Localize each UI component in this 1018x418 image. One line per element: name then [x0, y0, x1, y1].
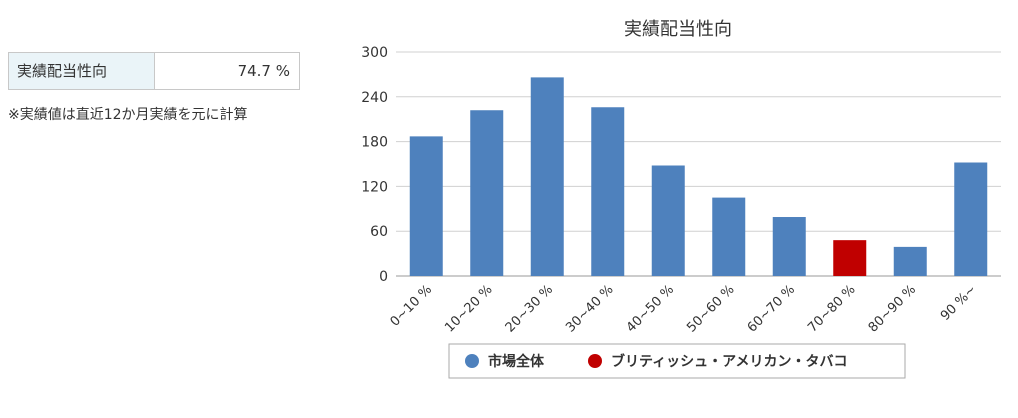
- bar-8: [893, 246, 927, 276]
- y-tick-label: 300: [361, 45, 388, 61]
- legend-marker-1: [588, 354, 602, 368]
- y-tick-label: 60: [370, 224, 388, 240]
- bar-0: [409, 136, 443, 276]
- bar-6: [772, 217, 806, 276]
- bar-7: [833, 240, 867, 276]
- legend-label-1: ブリティッシュ・アメリカン・タバコ: [611, 353, 847, 370]
- legend-marker-0: [465, 354, 479, 368]
- x-tick-label: 50~60 %: [684, 282, 737, 335]
- chart-legend: 市場全体 ブリティッシュ・アメリカン・タバコ: [448, 343, 906, 379]
- x-tick-label: 60~70 %: [745, 282, 798, 335]
- x-tick-label: 20~30 %: [503, 282, 556, 335]
- payout-ratio-table: 実績配当性向 74.7 %: [8, 52, 300, 90]
- payout-ratio-value: 74.7 %: [237, 62, 290, 80]
- y-axis-ticks: 0 60 120 180 240 300: [361, 45, 388, 285]
- x-tick-label: 90 %~: [938, 282, 980, 324]
- x-tick-label: 70~80 %: [805, 282, 858, 335]
- bar-9: [954, 162, 988, 276]
- y-tick-label: 240: [361, 90, 388, 106]
- x-tick-label: 0~10 %: [388, 282, 436, 330]
- y-tick-label: 120: [361, 179, 388, 195]
- x-tick-label: 40~50 %: [624, 282, 677, 335]
- calculation-note: ※実績値は直近12か月実績を元に計算: [8, 107, 248, 123]
- bar-1: [470, 110, 504, 277]
- x-tick-label: 30~40 %: [563, 282, 616, 335]
- bar-3: [591, 107, 625, 277]
- x-axis-ticks: 0~10 % 10~20 % 20~30 % 30~40 % 40~50 % 50~60 …: [388, 282, 980, 335]
- bar-5: [712, 197, 746, 276]
- x-tick-label: 80~90 %: [866, 282, 919, 335]
- payout-ratio-chart: 実績配当性向 0 60 120 180 240 300 0~10 % 10~20 % 20~3…: [361, 19, 1001, 379]
- legend-label-0: 市場全体: [488, 353, 545, 370]
- chart-bars: [409, 77, 988, 277]
- bar-4: [651, 165, 685, 276]
- chart-title: 実績配当性向: [624, 19, 732, 40]
- payout-ratio-label: 実績配当性向: [9, 53, 155, 89]
- y-tick-label: 180: [361, 135, 388, 151]
- legend-box: [448, 343, 906, 379]
- y-tick-label: 0: [379, 269, 388, 285]
- bar-2: [530, 77, 564, 277]
- x-tick-label: 10~20 %: [442, 282, 495, 335]
